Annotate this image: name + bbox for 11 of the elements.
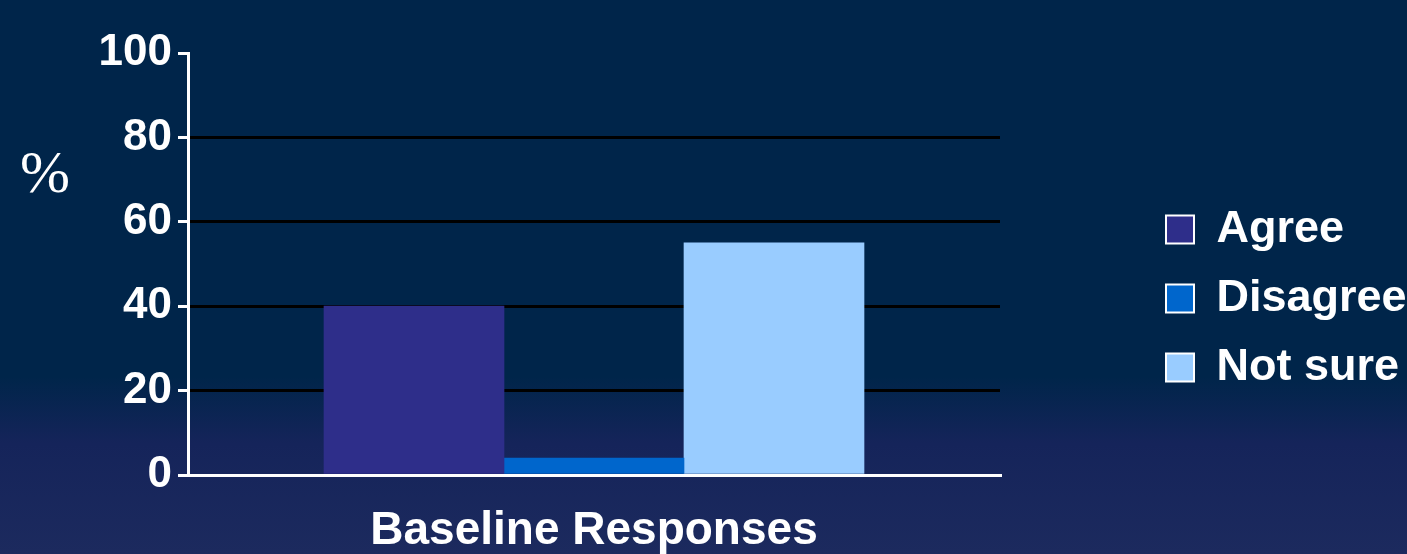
y-tick-label: 0 — [147, 447, 172, 497]
legend-label: Agree — [1216, 200, 1345, 252]
y-tick-label: 60 — [123, 193, 172, 243]
y-axis-title: % — [20, 139, 70, 205]
legend-label: Not sure — [1216, 338, 1400, 390]
x-axis-title: Baseline Responses — [370, 501, 818, 554]
y-tick-label: 20 — [123, 362, 172, 412]
y-tick-label: 80 — [123, 109, 172, 159]
legend-label: Disagree — [1216, 269, 1407, 321]
y-tick-label: 100 — [98, 25, 172, 75]
y-tick-label: 40 — [123, 278, 172, 328]
